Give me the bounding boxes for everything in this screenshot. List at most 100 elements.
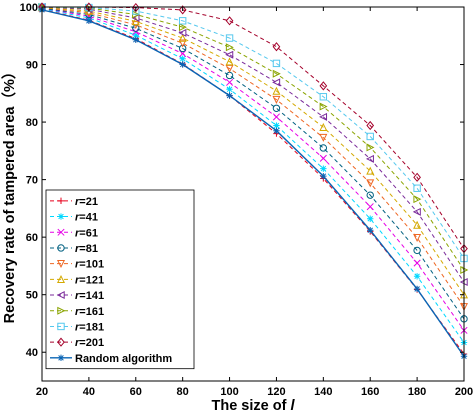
data-point [272, 95, 281, 104]
legend-value: =181 [79, 321, 104, 333]
legend-item: r=201 [50, 337, 104, 349]
series-line [41, 7, 465, 308]
data-point [225, 34, 234, 42]
data-point [412, 207, 421, 216]
legend-value: =41 [79, 212, 98, 224]
legend-marker [56, 291, 65, 300]
data-point [366, 203, 374, 211]
data-point [225, 64, 234, 73]
data-point [272, 69, 281, 78]
data-point [273, 127, 280, 134]
legend-label: r=61 [75, 227, 98, 239]
data-point [366, 191, 374, 199]
data-point [179, 50, 187, 58]
tick-layer: 20 40 60 80 100 120 140 160 180 200 40 50 60 70 80 90 10… [20, 2, 474, 398]
data-point [413, 172, 421, 182]
legend-marker [57, 197, 65, 205]
x-tick-label: 20 [36, 386, 48, 398]
series-line [41, 8, 465, 343]
legend-var: r [75, 306, 80, 318]
legend-label: r=101 [75, 259, 104, 271]
data-point [319, 93, 328, 101]
legend-var: r [75, 259, 80, 271]
legend-item: r=141 [50, 290, 104, 302]
legend-label: r=201 [75, 337, 104, 349]
x-tick-label: 100 [220, 386, 238, 398]
data-point [272, 78, 281, 87]
legend-value: =61 [79, 227, 98, 239]
data-point [413, 246, 421, 255]
legend-label: r=121 [75, 274, 104, 286]
series-line [41, 6, 465, 259]
series-line [41, 9, 465, 357]
x-axis-label-variable: l [290, 398, 295, 414]
data-point [273, 122, 280, 129]
series-line [41, 7, 465, 331]
x-tick-label: 80 [177, 386, 189, 398]
data-point [178, 44, 187, 53]
data-point [178, 28, 187, 37]
data-point [319, 112, 328, 121]
series-layer [37, 2, 469, 360]
data-point [178, 33, 187, 42]
legend-var: r [75, 337, 80, 349]
data-point [225, 43, 234, 52]
legend-marker [57, 306, 66, 315]
y-tick-label: 80 [26, 117, 38, 129]
legend-label: r=181 [75, 321, 104, 333]
legend-value: =101 [79, 259, 104, 271]
data-point [366, 166, 375, 175]
legend-marker [57, 337, 65, 347]
legend-item: r=101 [50, 259, 104, 271]
data-point [413, 234, 422, 243]
legend-var: r [75, 243, 80, 255]
data-point [85, 17, 93, 25]
legend-value: =81 [79, 243, 98, 255]
legend-item: r=81 [50, 243, 98, 255]
data-point [366, 143, 375, 152]
legend-marker [56, 259, 66, 268]
data-point [413, 273, 421, 280]
x-tick-label: 40 [83, 386, 95, 398]
legend-value: =141 [79, 290, 104, 302]
y-tick-label: 90 [26, 60, 38, 72]
series-5 [37, 3, 469, 299]
data-point [178, 23, 187, 32]
plot-frame [41, 6, 465, 382]
data-point [272, 104, 281, 112]
data-point [272, 59, 281, 68]
data-point [132, 24, 140, 32]
data-point [226, 78, 234, 86]
data-point [413, 220, 422, 229]
data-point [413, 195, 422, 204]
data-point [366, 132, 374, 141]
data-point [319, 102, 328, 111]
x-tick-label: 160 [361, 386, 379, 398]
legend-var: r [75, 227, 80, 239]
x-tick-label: 180 [408, 386, 426, 398]
legend-marker [57, 354, 65, 362]
data-point [179, 61, 186, 68]
legend-value: =21 [79, 196, 98, 208]
data-point [132, 36, 139, 43]
legend: r=21r=41r=61r=81r=101r=121r=141r=161r=18… [45, 189, 195, 370]
x-tick-label: 60 [130, 386, 142, 398]
legend-label: r=41 [75, 212, 98, 224]
legend-label: r=81 [75, 243, 98, 255]
series-line [41, 6, 465, 271]
data-point [367, 215, 374, 222]
y-axis-label: Recovery rate of tampered area（%） [0, 65, 18, 324]
data-point [225, 16, 234, 26]
legend-item: Random algorithm [50, 353, 172, 365]
legend-marker [57, 228, 65, 236]
series-line [41, 7, 465, 320]
data-point [179, 55, 186, 62]
data-point [226, 92, 233, 99]
data-point [319, 144, 328, 152]
y-tick-label: 60 [26, 232, 38, 244]
data-point [225, 50, 234, 59]
legend-marker [57, 322, 65, 331]
data-point [320, 172, 327, 180]
data-point [225, 57, 234, 66]
legend-marker [56, 275, 66, 284]
